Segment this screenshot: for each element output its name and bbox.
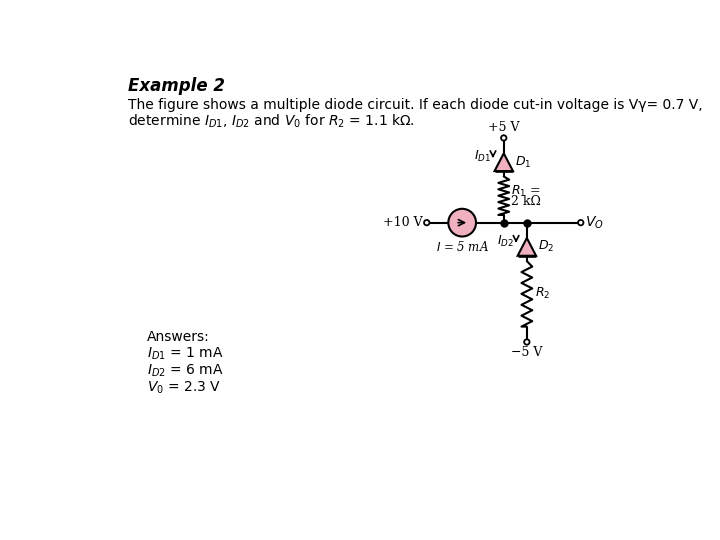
Text: $I_{D2}$: $I_{D2}$ (497, 234, 514, 249)
Circle shape (524, 339, 529, 345)
Text: +10 V: +10 V (383, 216, 423, 229)
Text: The figure shows a multiple diode circuit. If each diode cut-in voltage is Vγ= 0: The figure shows a multiple diode circui… (128, 98, 703, 112)
Circle shape (501, 135, 506, 140)
Text: $D_2$: $D_2$ (539, 239, 554, 254)
Text: +5 V: +5 V (488, 121, 520, 134)
Text: $V_0$ = 2.3 V: $V_0$ = 2.3 V (148, 379, 222, 396)
Text: 2 kΩ: 2 kΩ (511, 194, 541, 207)
Polygon shape (518, 238, 536, 256)
Text: $I_{D1}$: $I_{D1}$ (474, 149, 490, 164)
Text: $D_1$: $D_1$ (516, 154, 531, 170)
Circle shape (449, 209, 476, 237)
Text: $I_{D2}$ = 6 mA: $I_{D2}$ = 6 mA (148, 362, 224, 379)
Text: −5 V: −5 V (511, 346, 543, 359)
Polygon shape (495, 153, 513, 171)
Text: $I_{D1}$ = 1 mA: $I_{D1}$ = 1 mA (148, 346, 224, 362)
Text: $I$ = 5 mA: $I$ = 5 mA (436, 240, 489, 254)
Text: Example 2: Example 2 (128, 77, 225, 96)
Text: $V_O$: $V_O$ (585, 214, 604, 231)
Text: $R_2$: $R_2$ (534, 286, 550, 301)
Circle shape (578, 220, 583, 225)
Text: Answers:: Answers: (148, 329, 210, 343)
Circle shape (424, 220, 429, 225)
Text: $R_1$ =: $R_1$ = (511, 184, 541, 199)
Text: determine $I_{D1}$, $I_{D2}$ and $V_0$ for $R_2$ = 1.1 kΩ.: determine $I_{D1}$, $I_{D2}$ and $V_0$ f… (128, 113, 415, 131)
